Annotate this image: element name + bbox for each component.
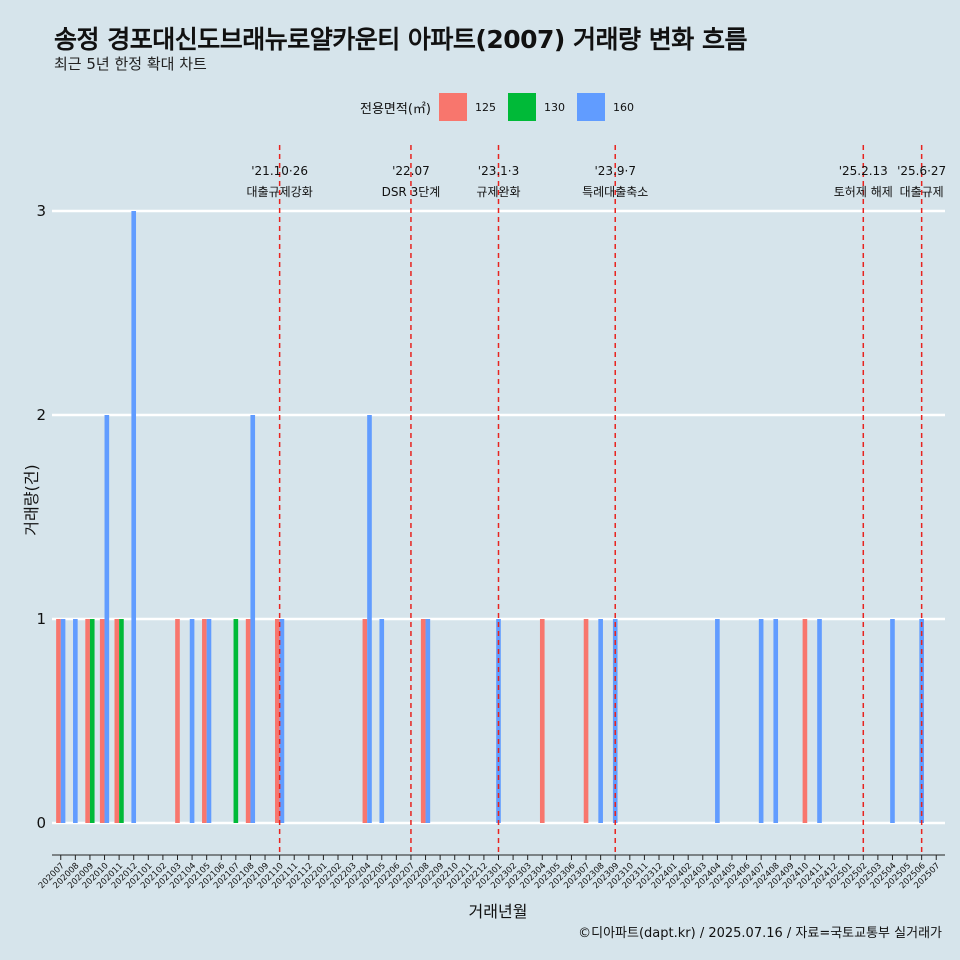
event-date: '25.6·27 [897,164,946,178]
bar-160-202408 [773,619,779,823]
bar-160-202407 [758,619,764,823]
bar-125-202010 [99,619,105,823]
legend-key-130 [507,93,536,121]
bar-160-202411 [817,619,822,823]
bar-160-202308 [598,619,603,823]
event-label: 특례대출축소 [582,185,648,199]
bar-160-202110 [279,619,285,823]
y-tick-label: 0 [36,814,46,832]
bar-125-202007 [56,619,61,823]
chart-subtitle: 최근 5년 한정 확대 차트 [54,55,207,73]
chart-title: 송정 경포대신도브래뉴로얄카운티 아파트(2007) 거래량 변화 흐름 [54,25,747,54]
event-label: 규제완화 [476,185,520,199]
bar-125-202105 [202,619,207,823]
bar-125-202110 [275,619,280,823]
bar-160-202105 [206,619,212,823]
bar-160-202404 [715,619,720,823]
bar-125-202009 [85,619,90,823]
bar-130-202107 [233,619,239,823]
bar-160-202205 [379,619,385,823]
bar-160-202208 [425,619,431,823]
bar-160-202010 [104,415,110,823]
y-tick-label: 1 [36,610,46,628]
legend: 전용면적(㎡) 125 130 160 [360,93,646,121]
bar-160-202108 [250,415,256,823]
event-date: '23.9·7 [594,164,635,178]
bar-125-202307 [583,619,589,823]
bar-125-202108 [245,619,251,823]
bar-160-202104 [189,619,195,823]
bar-125-202204 [362,619,368,823]
legend-key-160 [576,93,605,121]
event-label: 토허제 해제 [834,185,893,199]
bar-125-202304 [539,619,545,823]
bar-125-202011 [114,619,120,823]
event-date: '25.2.13 [839,164,888,178]
bar-160-202504 [890,619,895,823]
y-tick-label: 2 [36,406,46,424]
bar-125-202410 [802,619,808,823]
legend-label-130: 130 [543,100,565,114]
event-date: '22.07 [392,164,430,178]
y-axis-label: 거래량(건) [22,464,41,536]
event-label: 대출규제강화 [247,185,313,199]
legend-label-125: 125 [474,100,496,114]
event-date: '23.1·3 [478,164,519,178]
legend-title: 전용면적(㎡) [360,101,431,117]
bar-130-202009 [89,619,95,823]
bar-130-202011 [119,619,124,823]
legend-label-160: 160 [612,100,634,114]
bar-160-202012 [131,211,137,823]
bar-160-202204 [367,415,372,823]
caption: ©디아파트(dapt.kr) / 2025.07.16 / 자료=국토교통부 실… [578,926,942,941]
bar-125-202208 [420,619,426,823]
event-label: 대출규제 [900,185,944,199]
bar-160-202007 [60,619,66,823]
legend-key-125 [438,93,467,121]
y-tick-label: 3 [36,202,46,220]
event-label: DSR 3단계 [382,185,441,199]
event-date: '21.10·26 [251,164,308,178]
bar-125-202103 [175,619,180,823]
bar-160-202008 [73,619,78,823]
x-axis-label: 거래년월 [468,902,528,921]
